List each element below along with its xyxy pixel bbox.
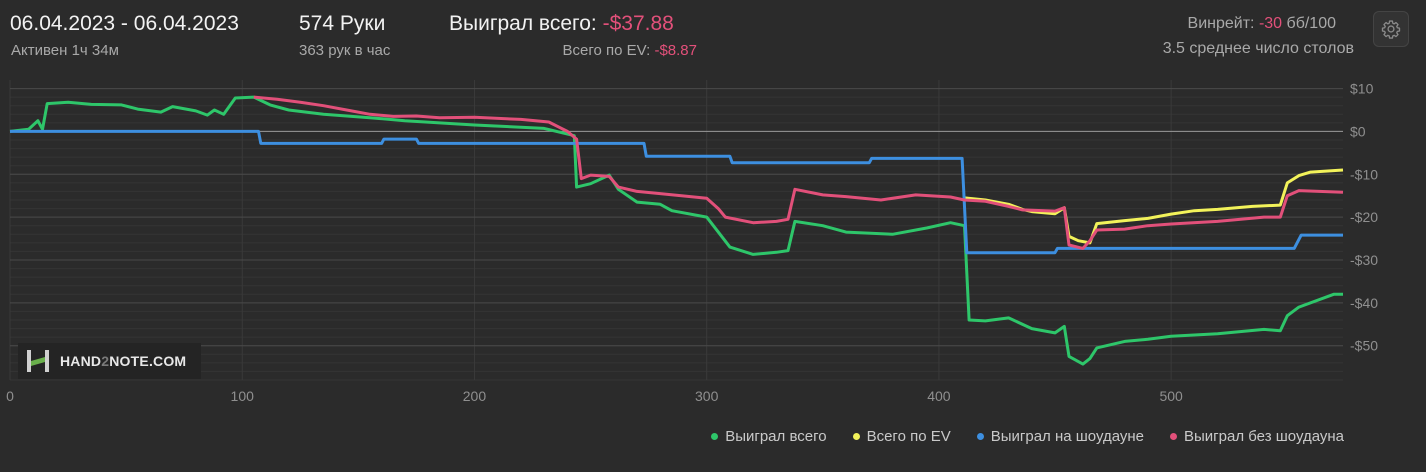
chart-legend: Выиграл всего Всего по EV Выиграл на шоуда… [711,428,1344,445]
legend-item[interactable]: Всего по EV [852,428,951,445]
settings-button[interactable] [1373,11,1409,47]
total-ev-label: Всего по EV: [562,42,655,59]
legend-dot [852,433,860,440]
y-tick-label: -$40 [1350,295,1378,311]
x-tick-label: 400 [927,388,951,404]
legend-item[interactable]: Выиграл без шоудауна [1170,428,1344,445]
hands-count: 574 Руки [299,12,386,35]
avg-tables: 3.5 среднее число столов [1162,40,1354,57]
total-won-label: Выиграл всего: [449,12,603,35]
date-range: 06.04.2023 - 06.04.2023 [10,12,239,35]
active-duration: Активен 1ч 34м [11,42,119,59]
legend-label: Выиграл без шоудауна [1184,428,1344,445]
winrate-label: Винрейт: [1187,15,1259,32]
legend-dot [1170,433,1178,440]
y-axis-ticks: $10 $0 -$10 -$20 -$30 -$40 -$50 [1350,81,1378,354]
legend-item[interactable]: Выиграл на шоудауне [976,428,1145,445]
x-tick-label: 0 [6,388,14,404]
logo-text: HAND2NOTE.COM [60,353,187,369]
winrate-value: -30 [1258,15,1283,32]
legend-label: Выиграл всего [725,428,827,445]
plot-area [10,80,1343,380]
legend-label: Выиграл на шоудауне [990,428,1145,445]
legend-label: Всего по EV [866,428,951,445]
total-won: Выиграл всего: -$37.88 [449,12,674,36]
x-tick-label: 300 [695,388,719,404]
legend-dot [711,433,719,440]
y-tick-label: $0 [1350,123,1366,139]
y-tick-label: $10 [1350,81,1374,97]
series-line-0 [9,95,1343,366]
y-tick-label: -$10 [1350,166,1378,182]
series-line-3 [253,95,1344,250]
winrate-unit: бб/100 [1282,15,1336,32]
y-tick-label: -$30 [1350,252,1378,268]
hand2note-logo: HAND2NOTE.COM [18,343,201,379]
total-won-value: -$37.88 [602,12,674,35]
gear-icon [1381,20,1401,39]
x-tick-label: 100 [231,388,255,404]
y-tick-label: -$20 [1350,209,1378,225]
legend-dot [976,433,984,440]
total-ev-value: -$8.87 [654,42,697,59]
x-tick-label: 200 [463,388,487,404]
winrate: Винрейт: -30 бб/100 [1188,15,1336,33]
logo-icon [27,350,49,372]
hands-per-hour: 363 рук в час [299,42,391,59]
total-ev: Всего по EV: -$8.87 [563,42,697,59]
x-tick-label: 500 [1159,388,1183,404]
series-line-2 [10,129,1343,255]
chart-grid [9,80,1343,381]
x-axis-ticks: 0 100 200 300 400 500 [6,388,1183,404]
legend-item[interactable]: Выиграл всего [711,428,827,445]
chart-series [9,95,1344,366]
profit-chart: $10 $0 -$10 -$20 -$30 -$40 -$50 0 100 200 300 400 5… [6,80,1378,404]
y-tick-label: -$50 [1350,338,1378,354]
